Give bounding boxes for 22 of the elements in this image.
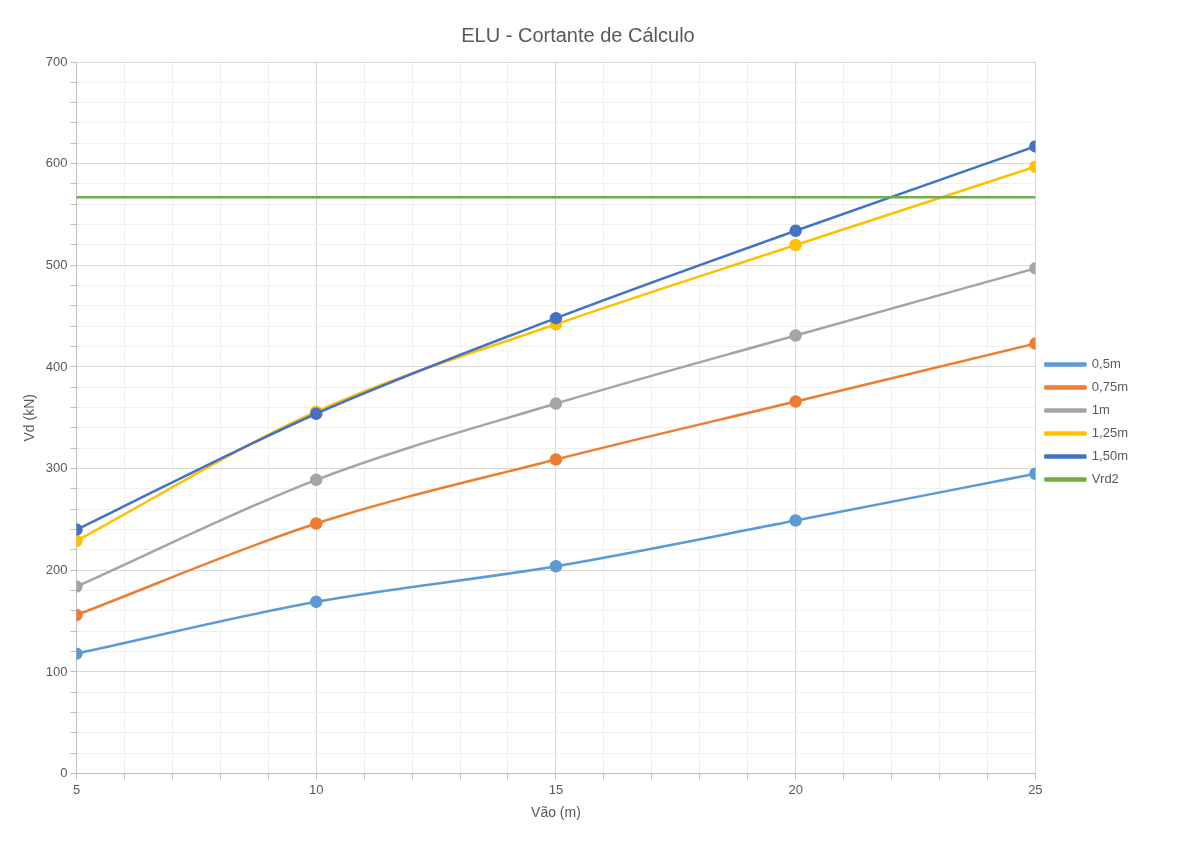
x-tick-label: 10	[308, 781, 324, 797]
y-tick-label: 600	[45, 155, 68, 171]
y-tick-label: 300	[45, 460, 68, 476]
chart-title: ELU - Cortante de Cálculo	[461, 23, 695, 46]
y-tick-label: 400	[45, 358, 68, 374]
x-axis-title: Vão (m)	[531, 804, 581, 821]
legend-label: 0,75m	[1091, 379, 1129, 395]
x-tick-label: 5	[72, 781, 81, 797]
y-tick-label: 100	[45, 663, 68, 679]
legend-label: 1,25m	[1091, 425, 1129, 441]
legend-label: 1m	[1091, 402, 1110, 418]
x-tick-label: 15	[548, 781, 564, 797]
y-tick-label: 500	[45, 256, 68, 272]
x-tick-label: 25	[1028, 781, 1043, 797]
y-tick-label: 0	[60, 765, 68, 781]
legend-label: 0,5m	[1091, 356, 1121, 372]
legend-label: Vrd2	[1091, 471, 1119, 487]
y-axis-title: Vd (kN)	[21, 394, 38, 442]
y-tick-label: 200	[45, 561, 68, 577]
x-tick-label: 20	[788, 781, 803, 797]
legend-label: 1,50m	[1091, 448, 1129, 464]
y-tick-label: 700	[45, 53, 68, 69]
